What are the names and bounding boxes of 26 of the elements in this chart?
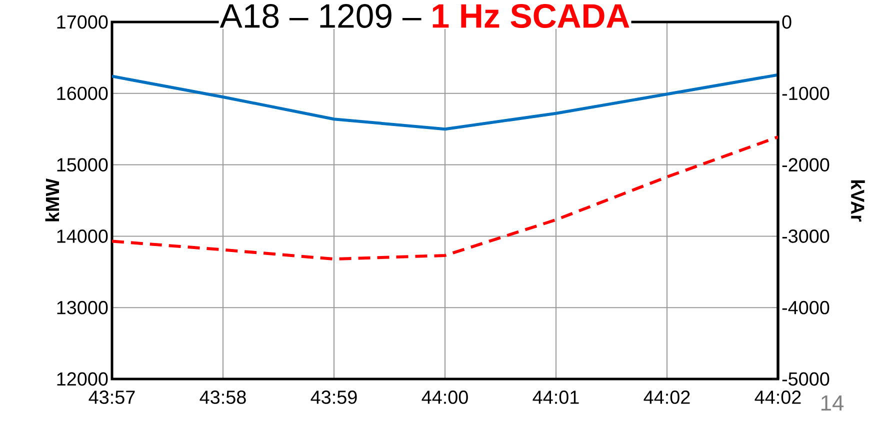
x-tick-label: 44:02 [754,390,801,404]
y2-axis-title: kVAr [851,180,865,222]
y-tick-label: 16000 [57,86,108,100]
y-tick-label: 12000 [57,372,108,386]
x-tick-label: 44:00 [422,390,468,404]
y2-tick-label: -4000 [782,300,830,314]
line-series [112,135,778,261]
y-tick-label: 17000 [57,15,108,29]
chart-title: A18 – 1209 – [220,4,422,28]
y-axis-title: kMW [45,178,60,222]
y2-tick-label: -5000 [782,372,830,386]
y2-tick-label: 0 [782,15,792,29]
y-tick-label: 15000 [57,158,108,172]
y2-tick-label: -1000 [782,86,830,100]
x-tick-label: 43:59 [310,390,357,404]
y-tick-label: 13000 [57,300,108,314]
x-tick-label: 43:58 [200,390,246,404]
y2-tick-label: -2000 [782,158,830,172]
chart-subtitle: 1 Hz SCADA [432,4,630,28]
x-tick-label: 43:57 [88,390,135,404]
x-tick-label: 44:01 [532,390,579,404]
line-series [112,73,778,131]
y-tick-label: 14000 [57,229,108,243]
y2-tick-label: -3000 [782,229,830,243]
text: 14 [821,395,844,411]
x-tick-label: 44:02 [644,390,690,404]
